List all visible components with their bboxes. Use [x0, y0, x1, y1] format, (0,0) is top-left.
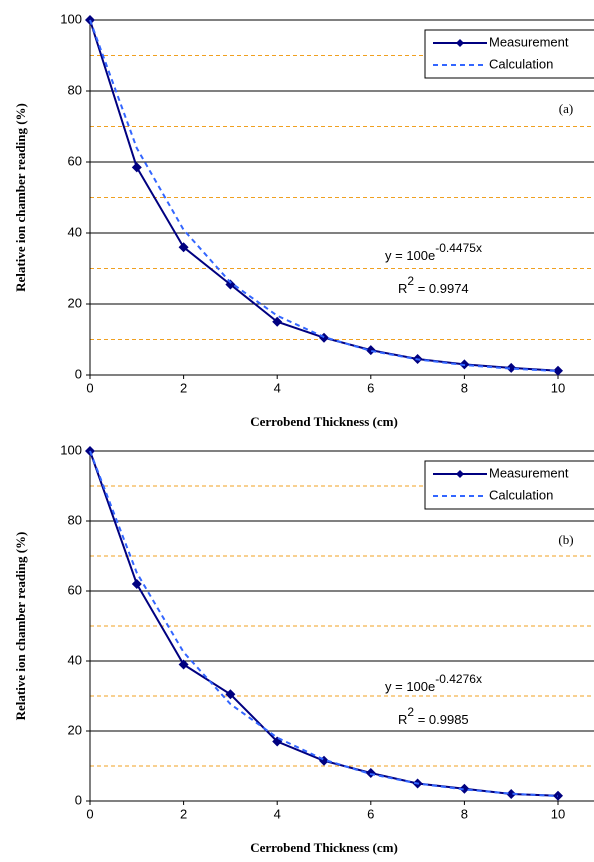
y-tick-label: 0: [75, 366, 82, 381]
x-tick-label: 4: [274, 380, 281, 395]
legend-box: [424, 29, 594, 79]
equation: y = 100e-0.4276x: [385, 672, 482, 694]
legend-marker: [456, 39, 464, 47]
y-tick-label: 80: [68, 512, 82, 527]
marker: [225, 689, 236, 700]
r2-superscript: 2: [407, 705, 414, 719]
x-tick-label: 8: [461, 380, 468, 395]
r2-symbol: R: [398, 281, 407, 296]
legend-marker: [456, 470, 464, 478]
panel-label: (b): [558, 532, 573, 547]
legend-label: Measurement: [489, 34, 569, 49]
y-tick-label: 40: [68, 652, 82, 667]
legend-label: Calculation: [489, 487, 553, 502]
x-tick-label: 2: [180, 806, 187, 821]
y-tick-label: 80: [68, 82, 82, 97]
x-tick-label: 10: [551, 380, 565, 395]
marker: [506, 362, 517, 373]
x-tick-label: 2: [180, 380, 187, 395]
equation-base: y = 100e: [385, 248, 435, 263]
r2-superscript: 2: [407, 274, 414, 288]
calculation-line: [89, 19, 559, 373]
legend-box: [424, 460, 594, 510]
x-tick-label: 0: [86, 380, 93, 395]
y-axis-title: Relative ion chamber reading (%): [13, 103, 28, 292]
y-tick-label: 20: [68, 295, 82, 310]
y-tick-label: 20: [68, 722, 82, 737]
r2-value: = 0.9985: [414, 712, 469, 727]
y-tick-label: 40: [68, 224, 82, 239]
calculation-line: [89, 450, 559, 798]
marker: [225, 279, 236, 290]
y-tick-label: 60: [68, 582, 82, 597]
marker: [131, 579, 142, 589]
marker: [178, 659, 189, 670]
equation-exponent: -0.4276x: [435, 672, 482, 686]
marker: [506, 789, 517, 799]
equation-exponent: -0.4475x: [435, 241, 482, 255]
y-tick-label: 100: [60, 11, 82, 26]
x-tick-label: 6: [367, 380, 374, 395]
x-tick-label: 8: [461, 806, 468, 821]
legend-label: Calculation: [489, 56, 553, 71]
y-tick-label: 100: [60, 442, 82, 457]
x-tick-label: 4: [274, 806, 281, 821]
equation: y = 100e-0.4475x: [385, 241, 482, 263]
panel-label: (a): [559, 101, 573, 116]
y-axis-title: Relative ion chamber reading (%): [13, 532, 28, 721]
marker: [553, 365, 563, 376]
legend-label: Measurement: [489, 465, 569, 480]
y-tick-label: 60: [68, 153, 82, 168]
x-tick-label: 6: [367, 806, 374, 821]
marker: [131, 162, 142, 173]
marker: [459, 783, 470, 794]
marker: [319, 332, 329, 343]
marker: [272, 316, 283, 327]
x-axis-title: Cerrobend Thickness (cm): [250, 840, 398, 855]
r2-value: = 0.9974: [414, 281, 469, 296]
x-axis-title: Cerrobend Thickness (cm): [250, 414, 398, 429]
marker: [178, 242, 189, 253]
marker: [365, 768, 376, 778]
x-tick-label: 10: [551, 806, 565, 821]
equation-base: y = 100e: [385, 679, 435, 694]
x-tick-label: 0: [86, 806, 93, 821]
y-tick-label: 0: [75, 792, 82, 807]
r-squared: R2 = 0.9985: [398, 705, 469, 727]
r-squared: R2 = 0.9974: [398, 274, 469, 296]
r2-symbol: R: [398, 712, 407, 727]
marker: [365, 345, 376, 356]
